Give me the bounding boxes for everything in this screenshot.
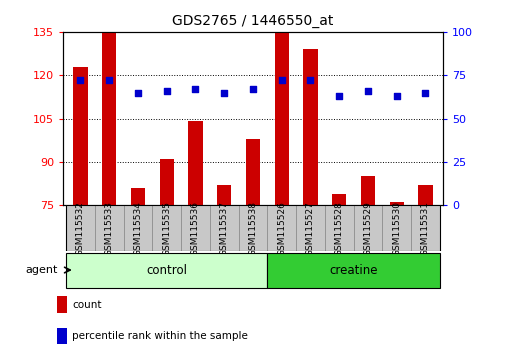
- Bar: [238, 205, 267, 251]
- Bar: [331, 194, 346, 205]
- Bar: [57, 327, 67, 344]
- Bar: [131, 188, 145, 205]
- Bar: [353, 205, 382, 251]
- Bar: [188, 121, 203, 205]
- Point: [105, 78, 113, 83]
- Text: GSM115528: GSM115528: [334, 201, 343, 256]
- Point: [306, 78, 314, 83]
- Bar: [159, 159, 174, 205]
- Text: GSM115535: GSM115535: [162, 201, 171, 256]
- Text: creatine: creatine: [329, 263, 377, 276]
- Bar: [73, 67, 87, 205]
- Text: GSM115537: GSM115537: [219, 201, 228, 256]
- Text: GSM115533: GSM115533: [105, 201, 114, 256]
- Text: GSM115530: GSM115530: [391, 201, 400, 256]
- Bar: [267, 253, 439, 288]
- Bar: [295, 205, 324, 251]
- Bar: [267, 205, 295, 251]
- Bar: [95, 205, 123, 251]
- Bar: [152, 205, 181, 251]
- Bar: [274, 29, 288, 205]
- Text: GSM115538: GSM115538: [248, 201, 257, 256]
- Bar: [302, 49, 317, 205]
- Point: [76, 78, 84, 83]
- Text: GSM115531: GSM115531: [420, 201, 429, 256]
- Text: GSM115527: GSM115527: [306, 201, 315, 256]
- Bar: [66, 253, 267, 288]
- Point: [363, 88, 371, 94]
- Text: count: count: [72, 300, 102, 310]
- Point: [421, 90, 429, 96]
- Bar: [181, 205, 210, 251]
- Title: GDS2765 / 1446550_at: GDS2765 / 1446550_at: [172, 14, 333, 28]
- Text: percentile rank within the sample: percentile rank within the sample: [72, 331, 247, 341]
- Bar: [360, 176, 374, 205]
- Bar: [410, 205, 439, 251]
- Bar: [210, 205, 238, 251]
- Bar: [123, 205, 152, 251]
- Point: [248, 86, 257, 92]
- Point: [191, 86, 199, 92]
- Text: control: control: [146, 263, 187, 276]
- Text: GSM115532: GSM115532: [76, 201, 85, 256]
- Bar: [418, 185, 432, 205]
- Point: [220, 90, 228, 96]
- Point: [392, 93, 400, 99]
- Bar: [245, 139, 260, 205]
- Text: agent: agent: [26, 265, 58, 275]
- Bar: [66, 205, 95, 251]
- Bar: [389, 202, 403, 205]
- Bar: [382, 205, 410, 251]
- Bar: [57, 296, 67, 313]
- Text: GSM115534: GSM115534: [133, 201, 142, 256]
- Text: GSM115529: GSM115529: [363, 201, 372, 256]
- Text: GSM115536: GSM115536: [190, 201, 199, 256]
- Point: [334, 93, 342, 99]
- Bar: [217, 185, 231, 205]
- Bar: [102, 32, 116, 205]
- Point: [134, 90, 142, 96]
- Text: GSM115526: GSM115526: [277, 201, 286, 256]
- Bar: [324, 205, 353, 251]
- Point: [163, 88, 171, 94]
- Point: [277, 78, 285, 83]
